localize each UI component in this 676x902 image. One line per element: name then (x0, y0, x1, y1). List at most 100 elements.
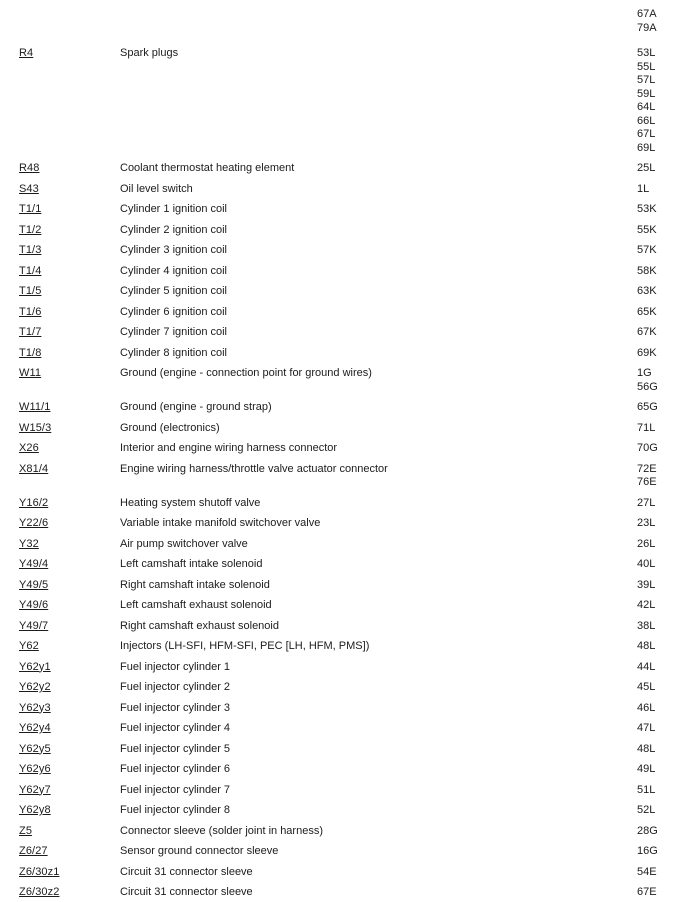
component-code-link[interactable]: Z5 (19, 824, 33, 837)
grid-location: 64L (637, 101, 656, 113)
component-code-link[interactable]: Y62y4 (19, 722, 51, 734)
grid-locations: 55K (637, 224, 676, 238)
grid-locations: 39L (637, 579, 676, 593)
component-code-link[interactable]: Y62y8 (19, 804, 51, 816)
component-code-link[interactable]: Y16/2 (19, 496, 49, 509)
grid-location: 56G (637, 380, 658, 393)
legend-row: S43 Oil level switch 1L (19, 183, 676, 197)
component-code-link[interactable]: T1/3 (19, 244, 42, 256)
grid-location: 25L (637, 162, 656, 174)
component-code-link[interactable]: Z6/30z2 (19, 886, 60, 898)
grid-location: 65K (637, 305, 657, 318)
component-description: Fuel injector cylinder 6 (120, 763, 231, 775)
component-description: Oil level switch (120, 182, 193, 195)
component-code-link[interactable]: Y49/4 (19, 558, 49, 570)
component-code-link[interactable]: T1/1 (19, 203, 42, 215)
legend-row: Y62y8 Fuel injector cylinder 8 52L (19, 804, 676, 818)
grid-location: 67K (637, 326, 657, 338)
legend-row: Y16/2 Heating system shutoff valve 27L (19, 497, 676, 511)
grid-locations: 70G (637, 442, 676, 456)
grid-location: 65G (637, 401, 658, 413)
component-description: Left camshaft intake solenoid (120, 558, 263, 570)
component-description: Circuit 31 connector sleeve (120, 865, 253, 878)
grid-locations: 65K (637, 306, 676, 320)
component-code-link[interactable]: Y62y1 (19, 660, 51, 673)
grid-locations: 69K (637, 347, 676, 361)
component-description: Right camshaft exhaust solenoid (120, 619, 279, 632)
grid-location: 27L (637, 496, 656, 509)
grid-locations: 1G 56G (637, 367, 676, 394)
component-description: Cylinder 4 ignition coil (120, 264, 227, 277)
grid-locations: 67A 79A (637, 8, 676, 35)
legend-row: W15/3 Ground (electronics) 71L (19, 422, 676, 436)
grid-locations: 44L (637, 661, 676, 675)
component-code-link[interactable]: T1/8 (19, 346, 42, 359)
legend-row: R48 Coolant thermostat heating element 2… (19, 162, 676, 176)
component-description: Injectors (LH-SFI, HFM-SFI, PEC [LH, HFM… (120, 640, 370, 652)
grid-locations: 38L (637, 620, 676, 634)
grid-locations: 16G (637, 845, 676, 859)
component-code-link[interactable]: W15/3 (19, 421, 52, 434)
component-legend: 67A 79A R4 Spark plugs 53L 55L 57L 59L 64L 66L… (19, 8, 676, 900)
component-description: Cylinder 3 ignition coil (120, 244, 227, 256)
grid-locations: 65G (637, 401, 676, 415)
component-code-link[interactable]: Y62y6 (19, 763, 51, 775)
grid-locations: 72E 76E (637, 463, 676, 490)
grid-location: 58K (637, 264, 657, 277)
component-code-link[interactable]: T1/6 (19, 305, 42, 318)
legend-row: X81/4 Engine wiring harness/throttle val… (19, 463, 676, 490)
component-code-link[interactable]: X26 (19, 442, 39, 454)
component-code-link[interactable]: Y62y2 (19, 681, 51, 693)
grid-location: 28G (637, 824, 658, 837)
component-code-link[interactable]: T1/4 (19, 264, 42, 277)
grid-locations: 1L (637, 183, 676, 197)
legend-row: Y62y2 Fuel injector cylinder 2 45L (19, 681, 676, 695)
grid-locations: 42L (637, 599, 676, 613)
component-code-link[interactable]: S43 (19, 182, 39, 195)
component-description: Ground (engine - ground strap) (120, 401, 272, 413)
component-description: Right camshaft intake solenoid (120, 578, 270, 591)
component-code-link[interactable]: Y49/7 (19, 619, 49, 632)
grid-location: 69L (637, 141, 656, 154)
component-code-link[interactable]: Z6/27 (19, 845, 48, 857)
legend-row: Y62y5 Fuel injector cylinder 5 48L (19, 743, 676, 757)
grid-locations: 54E (637, 866, 676, 880)
legend-row: Y49/5 Right camshaft intake solenoid 39L (19, 579, 676, 593)
grid-locations: 48L (637, 743, 676, 757)
component-code-link[interactable]: T1/2 (19, 223, 42, 236)
component-code-link[interactable]: W11 (19, 367, 42, 379)
component-code-link[interactable]: Y22/6 (19, 517, 49, 529)
component-code-link[interactable]: Z6/30z1 (19, 865, 60, 878)
component-code-link[interactable]: Y62y3 (19, 701, 51, 714)
component-code-link[interactable]: Y49/5 (19, 578, 49, 591)
grid-location: 59L (637, 87, 656, 100)
component-description: Fuel injector cylinder 1 (120, 660, 231, 673)
component-code-link[interactable]: Y32 (19, 537, 39, 550)
component-code-link[interactable]: Y49/6 (19, 599, 49, 611)
component-code-link[interactable]: Y62 (19, 640, 39, 652)
grid-location: 42L (637, 599, 656, 611)
grid-location: 26L (637, 537, 656, 550)
legend-row: Y62y3 Fuel injector cylinder 3 46L (19, 702, 676, 716)
legend-row: T1/2 Cylinder 2 ignition coil 55K (19, 224, 676, 238)
grid-location: 53L (637, 47, 656, 59)
component-code-link[interactable]: T1/5 (19, 285, 42, 297)
component-code-link[interactable]: R4 (19, 47, 34, 59)
grid-locations: 26L (637, 538, 676, 552)
legend-row: R4 Spark plugs 53L 55L 57L 59L 64L 66L 67L 69L (19, 47, 676, 155)
component-description: Air pump switchover valve (120, 537, 248, 550)
component-description: Fuel injector cylinder 7 (120, 783, 231, 796)
component-code-link[interactable]: Y62y5 (19, 742, 51, 755)
component-code-link[interactable]: R48 (19, 162, 40, 174)
legend-row: W11/1 Ground (engine - ground strap) 65G (19, 401, 676, 415)
grid-location: 38L (637, 619, 656, 632)
grid-location: 16G (637, 845, 658, 857)
component-code-link[interactable]: X81/4 (19, 462, 49, 475)
component-code-link[interactable]: T1/7 (19, 326, 42, 338)
grid-location: 45L (637, 681, 656, 693)
grid-location: 48L (637, 640, 656, 652)
component-code-link[interactable]: Y62y7 (19, 783, 51, 796)
legend-row: W11 Ground (engine - connection point fo… (19, 367, 676, 394)
grid-location: 51L (637, 783, 656, 796)
component-code-link[interactable]: W11/1 (19, 401, 51, 413)
